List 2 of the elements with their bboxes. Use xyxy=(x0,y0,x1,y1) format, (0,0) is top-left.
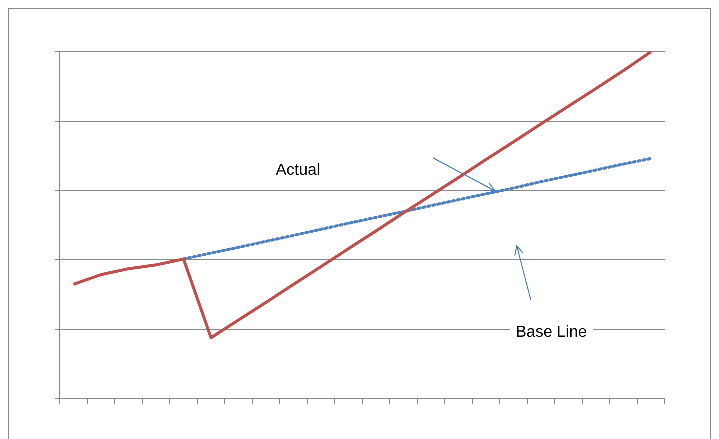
annotation: Actual xyxy=(270,160,326,182)
annotation: Base Line xyxy=(510,322,594,344)
